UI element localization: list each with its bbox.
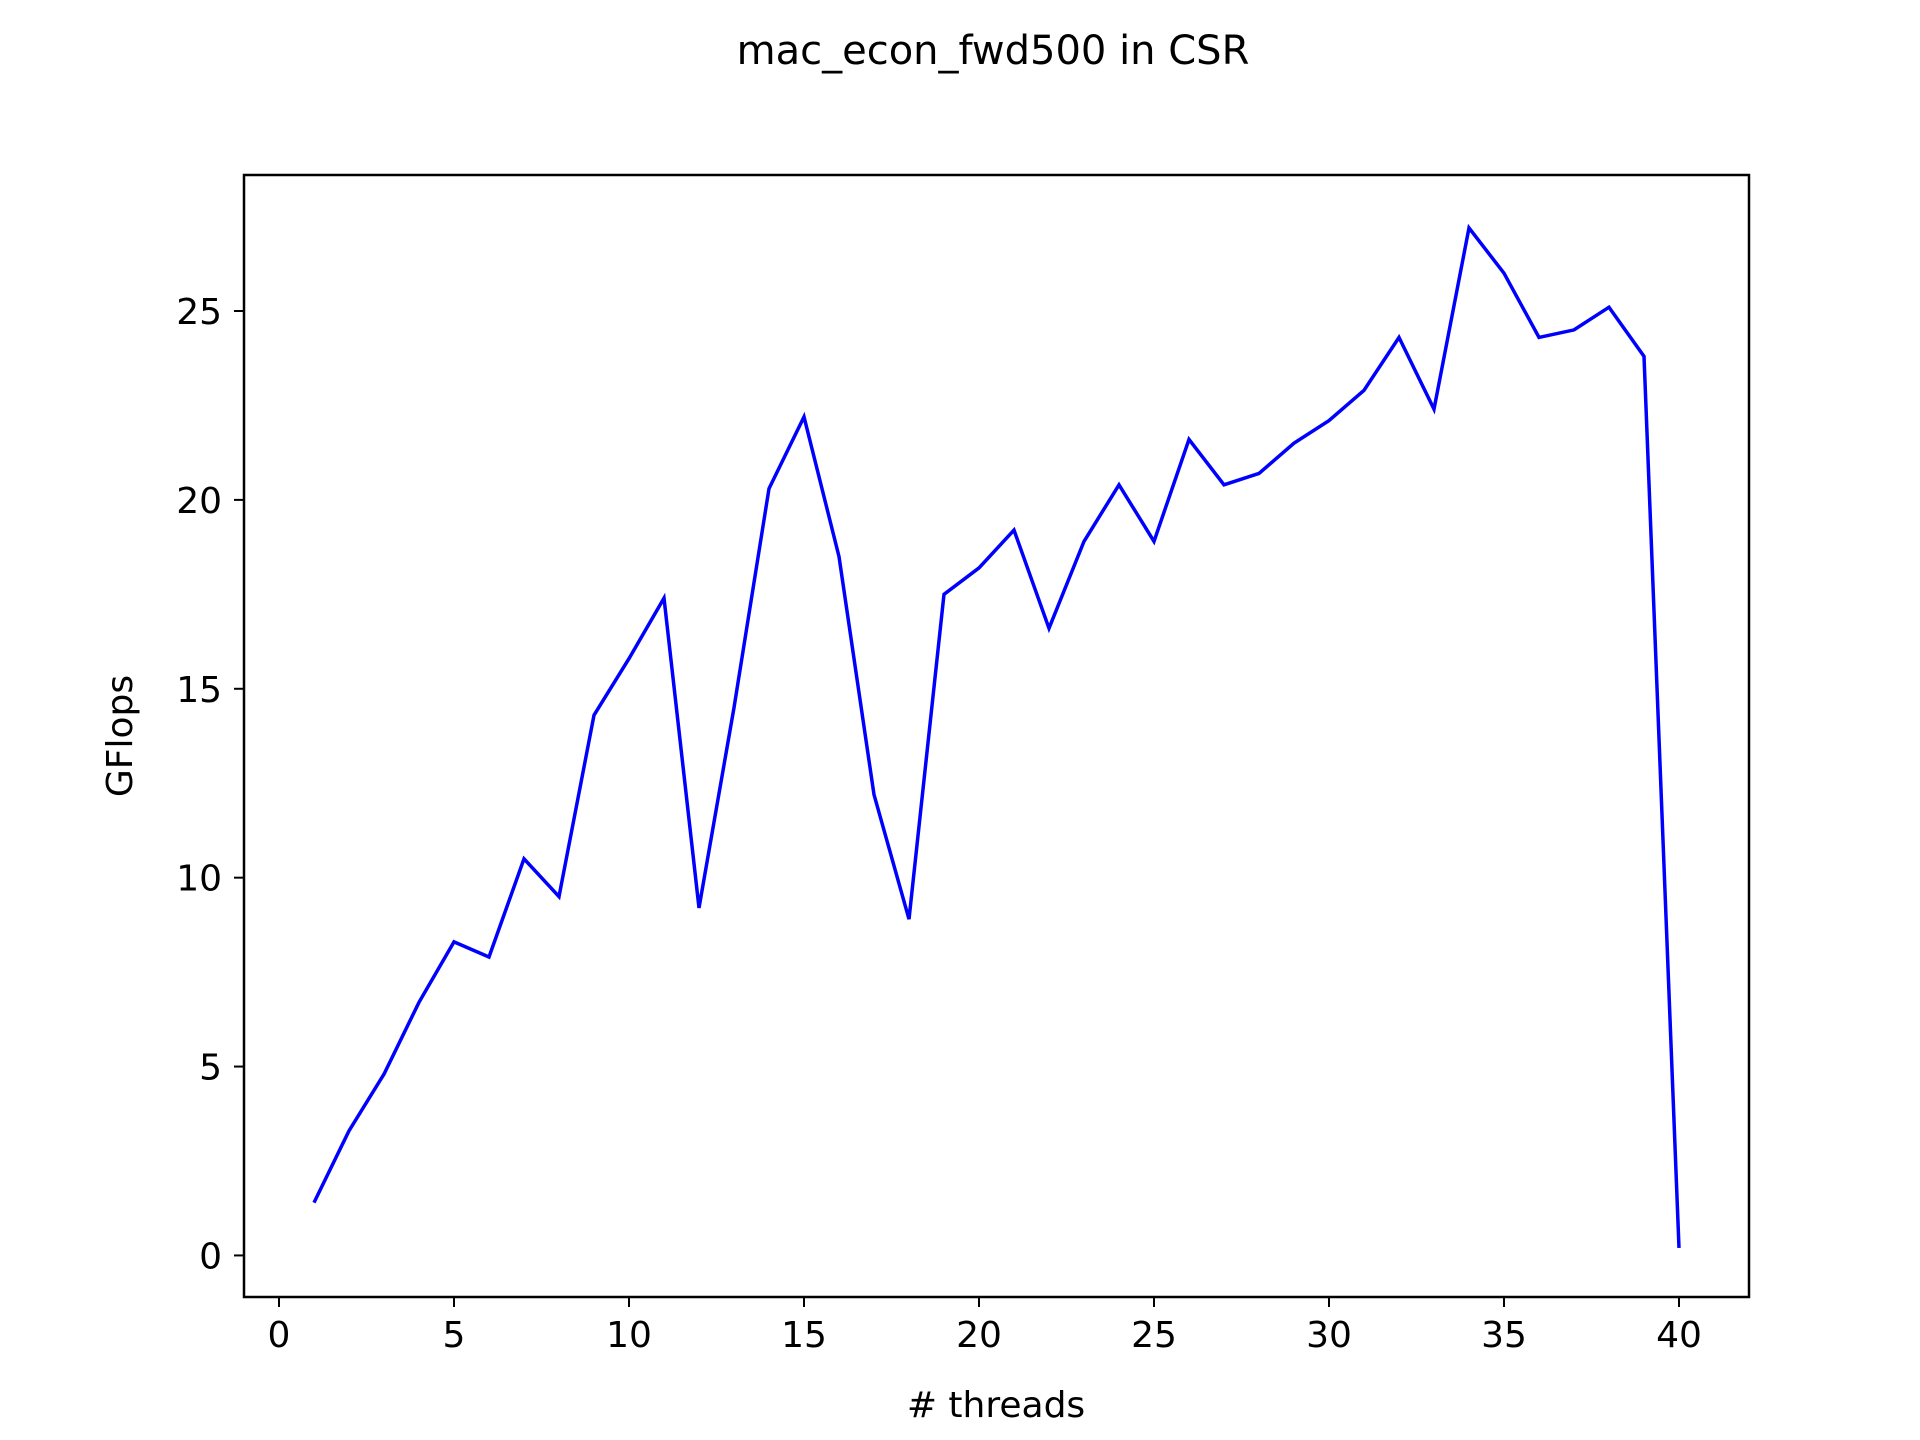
x-tick-label: 30 (1306, 1315, 1352, 1356)
data-point (873, 793, 876, 796)
data-point (313, 1201, 316, 1204)
data-point (1398, 336, 1401, 339)
data-point (1328, 419, 1331, 422)
data-point (1503, 272, 1506, 275)
data-point (838, 555, 841, 558)
x-tick-label: 35 (1481, 1315, 1527, 1356)
axes-frame (242, 173, 1751, 1299)
y-tick-label: 25 (176, 292, 222, 333)
data-point (1083, 540, 1086, 543)
data-point (1608, 306, 1611, 309)
data-point (663, 597, 666, 600)
data-point (908, 918, 911, 921)
x-tick-label: 40 (1656, 1315, 1702, 1356)
x-tick-label: 0 (268, 1315, 291, 1356)
data-point (1468, 226, 1471, 229)
data-point (488, 956, 491, 959)
y-tick-label: 10 (176, 859, 222, 900)
y-tick-label: 5 (199, 1048, 222, 1089)
x-tick-label: 5 (443, 1315, 466, 1356)
data-point (1363, 389, 1366, 392)
data-point (1048, 627, 1051, 630)
data-point (1258, 472, 1261, 475)
data-point (1293, 442, 1296, 445)
data-point (1643, 355, 1646, 358)
data-point (803, 415, 806, 418)
data-point (1538, 336, 1541, 339)
x-tick-label: 10 (606, 1315, 652, 1356)
y-tick-label: 15 (176, 670, 222, 711)
data-point (383, 1073, 386, 1076)
y-tick-label: 20 (176, 481, 222, 522)
x-tick-label: 20 (956, 1315, 1002, 1356)
data-point (1573, 328, 1576, 331)
data-point (523, 857, 526, 860)
data-point (768, 487, 771, 490)
data-point (1153, 540, 1156, 543)
x-tick-label: 15 (781, 1315, 827, 1356)
data-point (348, 1129, 351, 1132)
data-point (558, 895, 561, 898)
data-point (593, 714, 596, 717)
data-point (698, 906, 701, 909)
series-line (312, 223, 1681, 1248)
plot-area (312, 223, 1681, 1249)
x-axis-label: # threads (907, 1385, 1085, 1426)
data-point (1118, 483, 1121, 486)
x-axis: 0 5 10 15 20 25 30 35 40 (268, 1297, 1702, 1356)
data-point (943, 593, 946, 596)
data-point (1678, 1246, 1681, 1249)
data-point (1433, 408, 1436, 411)
chart-title: mac_econ_fwd500 in CSR (737, 28, 1250, 74)
data-point (733, 706, 736, 709)
data-point (978, 566, 981, 569)
y-axis: 0 5 10 15 20 25 (176, 292, 244, 1277)
data-point (1223, 483, 1226, 486)
x-tick-label: 25 (1131, 1315, 1177, 1356)
data-point (453, 940, 456, 943)
y-axis-label: GFlops (100, 675, 141, 797)
data-point (1188, 438, 1191, 441)
y-tick-label: 0 (199, 1236, 222, 1277)
data-point (628, 657, 631, 660)
data-point (418, 1001, 421, 1004)
data-point (1013, 529, 1016, 532)
